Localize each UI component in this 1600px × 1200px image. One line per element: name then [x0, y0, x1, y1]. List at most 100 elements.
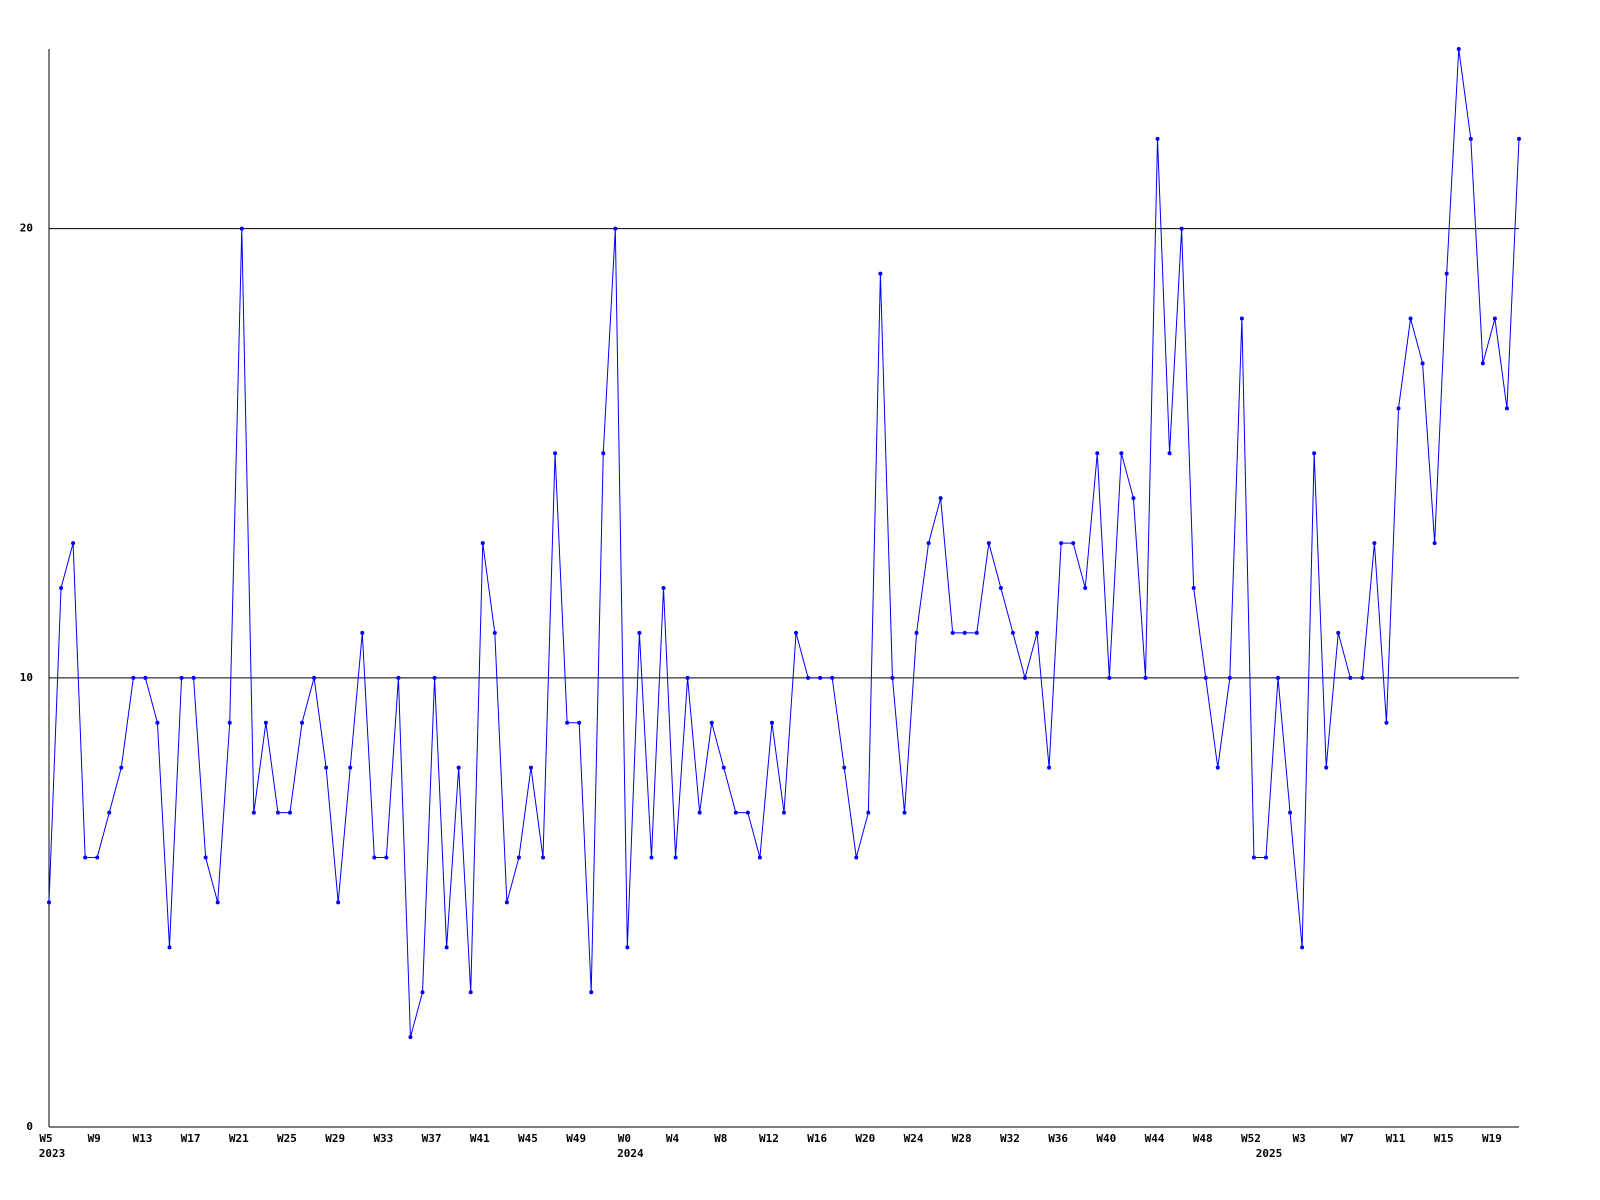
data-point — [1239, 316, 1244, 321]
data-point — [613, 226, 618, 231]
x-tick-label: W28 — [952, 1132, 972, 1145]
data-point — [1167, 451, 1172, 456]
data-point — [1444, 271, 1449, 276]
data-point — [83, 855, 88, 860]
data-point — [1155, 136, 1160, 141]
x-tick-label: W15 — [1434, 1132, 1454, 1145]
x-tick-label: W5 — [39, 1132, 52, 1145]
data-point — [541, 855, 546, 860]
data-point — [468, 990, 473, 995]
data-point — [1492, 316, 1497, 321]
data-point — [1324, 765, 1329, 770]
x-tick-label: W45 — [518, 1132, 538, 1145]
data-point — [300, 720, 305, 725]
data-point — [697, 810, 702, 815]
data-point — [998, 586, 1003, 590]
data-point — [336, 900, 341, 905]
data-point — [1083, 586, 1088, 590]
data-point — [854, 855, 859, 860]
x-tick-label: W4 — [666, 1132, 680, 1145]
data-point — [1312, 451, 1317, 456]
data-point — [577, 720, 582, 725]
data-point — [167, 945, 172, 950]
x-year-label: 2025 — [1256, 1147, 1283, 1160]
data-point — [745, 810, 750, 815]
data-line — [48, 48, 1520, 1038]
x-year-label: 2023 — [39, 1147, 66, 1160]
data-point — [1336, 630, 1341, 635]
x-tick-label: W17 — [181, 1132, 201, 1145]
data-point — [878, 271, 883, 276]
data-point — [1288, 810, 1293, 815]
data-point — [1227, 675, 1232, 680]
data-point — [47, 900, 51, 905]
data-point — [769, 720, 774, 725]
data-point — [565, 720, 570, 725]
data-point — [215, 900, 220, 905]
data-point — [119, 765, 124, 770]
data-point — [1372, 541, 1377, 546]
data-point — [806, 675, 811, 680]
data-point — [456, 765, 461, 770]
data-point — [1047, 765, 1052, 770]
data-point — [589, 990, 594, 995]
x-tick-label: W37 — [422, 1132, 442, 1145]
data-point — [938, 496, 943, 501]
data-point — [1010, 630, 1015, 635]
x-tick-label: W7 — [1341, 1132, 1354, 1145]
data-point — [974, 630, 979, 635]
data-point — [275, 810, 280, 815]
x-tick-label: W3 — [1292, 1132, 1305, 1145]
data-point — [408, 1035, 413, 1040]
data-point — [420, 990, 425, 995]
data-point — [1517, 136, 1521, 141]
data-point — [685, 675, 690, 680]
x-tick-label: W36 — [1048, 1132, 1068, 1145]
data-point — [480, 541, 485, 546]
data-point — [553, 451, 558, 456]
x-tick-label: W20 — [855, 1132, 875, 1145]
data-point — [830, 675, 835, 680]
data-point — [794, 630, 799, 635]
data-point — [673, 855, 678, 860]
data-point — [1251, 855, 1256, 860]
data-point — [1191, 586, 1196, 590]
y-tick-label: 10 — [20, 671, 33, 684]
data-point — [1432, 541, 1437, 546]
data-point — [348, 765, 353, 770]
data-point — [1360, 675, 1365, 680]
data-point — [263, 720, 268, 725]
y-tick-label: 0 — [26, 1120, 33, 1133]
x-tick-label: W12 — [759, 1132, 779, 1145]
data-point — [842, 765, 847, 770]
data-point — [866, 810, 871, 815]
data-point — [1300, 945, 1305, 950]
data-point — [625, 945, 630, 950]
x-tick-label: W13 — [132, 1132, 152, 1145]
data-point — [1143, 675, 1148, 680]
data-point — [1119, 451, 1124, 456]
data-point — [637, 630, 642, 635]
x-tick-label: W9 — [88, 1132, 101, 1145]
data-point — [661, 586, 666, 590]
data-point — [143, 675, 148, 680]
data-point — [757, 855, 762, 860]
x-tick-label: W40 — [1096, 1132, 1116, 1145]
data-point — [1131, 496, 1136, 501]
data-point — [516, 855, 521, 860]
x-year-label: 2024 — [617, 1147, 644, 1160]
data-point — [1059, 541, 1064, 546]
data-point — [312, 675, 317, 680]
data-point — [1408, 316, 1413, 321]
data-point — [1095, 451, 1100, 456]
x-tick-label: W52 — [1241, 1132, 1261, 1145]
x-tick-label: W41 — [470, 1132, 490, 1145]
data-point — [733, 810, 738, 815]
x-tick-label: W25 — [277, 1132, 297, 1145]
data-point — [71, 541, 76, 546]
data-point — [432, 675, 437, 680]
data-point — [709, 720, 714, 725]
data-point — [1179, 226, 1184, 231]
data-point — [962, 630, 967, 635]
